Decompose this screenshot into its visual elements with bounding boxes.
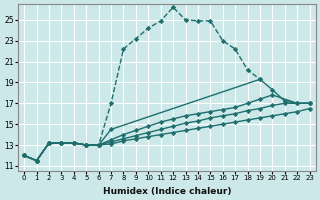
X-axis label: Humidex (Indice chaleur): Humidex (Indice chaleur) (103, 187, 231, 196)
